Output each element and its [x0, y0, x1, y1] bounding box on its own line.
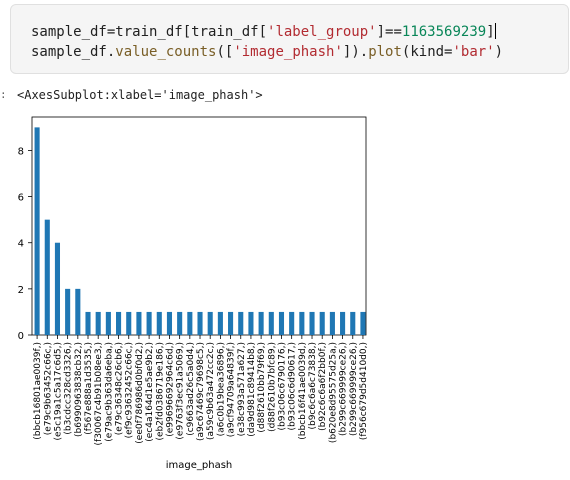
code-token: ) — [494, 44, 504, 60]
code-token-string: 'image_phash' — [233, 44, 343, 60]
y-tick-label: 6 — [18, 193, 24, 204]
bar — [309, 311, 315, 335]
y-tick-label: 0 — [18, 331, 24, 342]
output-repr-text: <AxesSubplot:xlabel='image_phash'> — [17, 88, 263, 102]
bar — [146, 311, 152, 335]
bar — [278, 311, 285, 335]
x-tick-label: (b299c669999ce26,) — [349, 342, 359, 436]
x-axis-label: image_phash — [166, 460, 233, 471]
bar — [289, 311, 295, 335]
code-token-function: value_counts — [115, 44, 217, 60]
code-token: sample_df=train_df[train_df[ — [31, 24, 268, 40]
code-token-function: plot — [368, 44, 402, 60]
x-tick-label: (b620e8d95575d25a,) — [328, 342, 338, 443]
x-tick-label: (f30067c4b91b08ee3,) — [94, 342, 104, 446]
bar — [238, 311, 244, 335]
x-tick-label: (a6c0b19bea36896,) — [216, 342, 226, 436]
x-tick-label: (b9c6c6a6c73838,) — [308, 342, 318, 430]
x-tick-label: (a9c67469c79698c5,) — [196, 342, 206, 441]
x-tick-label: (e99696692964c6d,) — [165, 342, 175, 437]
bar — [177, 311, 183, 335]
bar — [360, 311, 366, 335]
code-token-number: 1163569239 — [401, 24, 487, 40]
bar — [34, 127, 40, 335]
bar — [207, 311, 213, 335]
x-tick-label: (a59c9b63a472cc2c,) — [206, 342, 216, 440]
x-tick-label: (b299c669999ce26,) — [339, 342, 349, 436]
bar — [299, 311, 305, 335]
bar — [258, 311, 264, 335]
bar — [44, 219, 50, 335]
bar — [217, 311, 223, 335]
code-token-string: 'label_group' — [267, 24, 377, 40]
code-token: ]== — [376, 24, 402, 40]
bar — [85, 311, 91, 335]
bar — [126, 311, 132, 335]
x-tick-label: (b93c06c6d90617,) — [288, 342, 298, 430]
chart-svg: 0 2 4 6 8 (bbcb16801ae0039f,) (e79c9b63452c66c… — [18, 116, 369, 471]
code-line-2[interactable]: sample_df.value_counts(['image_phash']).… — [31, 44, 503, 60]
bar — [248, 311, 254, 335]
text-cursor — [494, 23, 496, 39]
x-tick-label: (e79c36348c26cb6,) — [115, 342, 125, 435]
code-token: ([ — [216, 44, 234, 60]
bar — [197, 311, 203, 335]
bar — [136, 311, 142, 335]
x-tick-label: (f567e888a1d3535,) — [84, 342, 94, 435]
bar — [156, 311, 162, 335]
code-token: sample_df. — [31, 44, 116, 60]
bar — [75, 288, 81, 335]
x-tick-label: (bbcb16801ae0039f,) — [33, 342, 43, 440]
x-tick-label: (b92c6c6a6f2bb0f,) — [318, 342, 328, 431]
y-tick-label: 8 — [18, 146, 24, 157]
bar — [350, 311, 356, 335]
bar-chart: 0 2 4 6 8 (bbcb16801ae0039f,) (e79c9b63452c66c… — [0, 110, 380, 480]
bar — [319, 311, 325, 335]
x-tick-label: (ef9c93632452c66c,) — [125, 342, 135, 438]
code-token-string: 'bar' — [452, 44, 495, 60]
y-tick-label: 4 — [18, 239, 24, 250]
bar — [187, 311, 193, 335]
x-tick-label: (da9d981c89414b8,) — [247, 342, 257, 437]
y-tick-label: 2 — [18, 285, 24, 296]
bar — [228, 311, 234, 335]
bar — [95, 311, 101, 335]
code-token: ] — [486, 24, 495, 40]
x-tick-label: (c9663ad26c5a0d4,) — [186, 342, 196, 436]
x-tick-label: (f956c679d5d410d0,) — [359, 342, 369, 440]
bar — [166, 311, 173, 335]
bar — [116, 311, 122, 335]
bar — [268, 311, 274, 335]
x-tick-label: (a9cf94709a64839f,) — [227, 342, 237, 437]
x-tick-label: (b3cdcc328cd3326,) — [64, 342, 74, 435]
x-tick-label: (e5c19a1c5a17c6d5,) — [53, 342, 63, 441]
x-tick-label: (e79c9b63452c66c,) — [43, 342, 53, 435]
x-tick-label: (e38c993a571a627,) — [237, 342, 247, 436]
code-cell[interactable]: sample_df=train_df[train_df['label_group… — [10, 4, 569, 74]
code-line-1[interactable]: sample_df=train_df[train_df['label_group… — [31, 23, 496, 40]
output-prompt: : — [0, 88, 7, 101]
bar — [329, 311, 335, 335]
x-tick-label: (b93c06c6790176,) — [277, 342, 287, 430]
x-tick-label: (d88f2610bb79f69,) — [257, 342, 267, 433]
x-tick-label: (bbcb16f41ae0039d,) — [298, 342, 308, 440]
x-tick-label: (e9763f3ec91a5069,) — [176, 342, 186, 440]
code-token: (kind= — [401, 44, 453, 60]
bar — [105, 311, 111, 335]
bar — [54, 242, 61, 335]
x-tick-label: (eb2fd0386719e186,) — [155, 342, 165, 441]
plot-frame — [31, 116, 367, 336]
x-tick-label: (b6990963838cb32,) — [74, 342, 84, 437]
x-tick-label: (ee0f786986d0bf0d2,) — [135, 342, 145, 444]
bar — [340, 311, 346, 335]
x-tick-label: (e79ac9b363da6eba,) — [104, 342, 114, 442]
x-tick-label: (ec4a164d1e5ae9b2,) — [145, 342, 155, 442]
code-token: ]). — [342, 44, 369, 60]
bar — [65, 288, 71, 335]
x-tick-label: (d88f2610b7bfc89,) — [267, 342, 277, 432]
